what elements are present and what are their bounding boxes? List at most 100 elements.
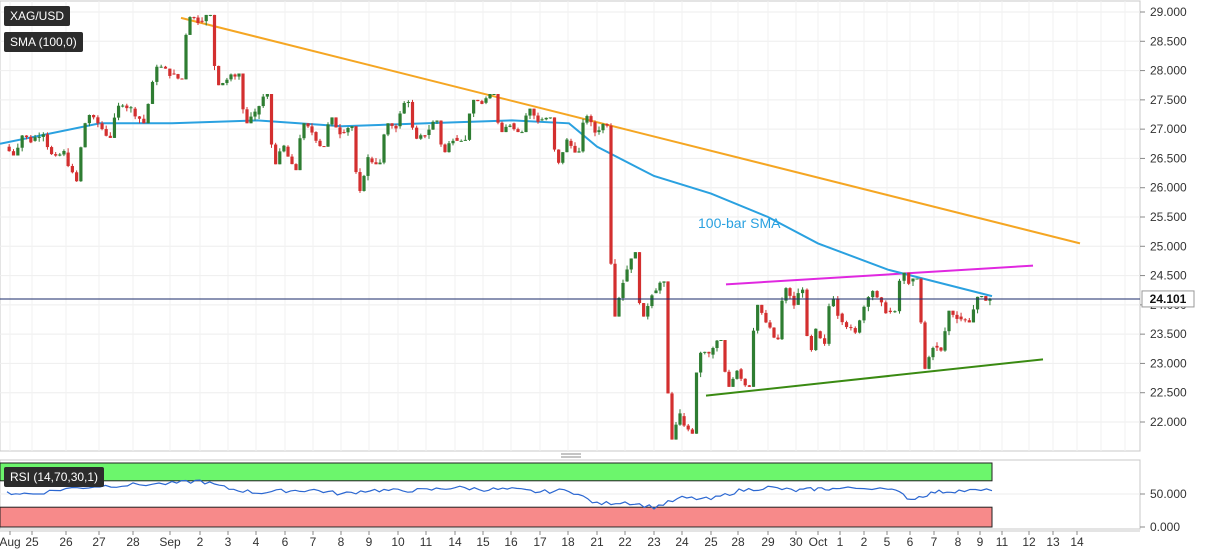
rsi-overbought-zone [0, 462, 993, 482]
candle-body [699, 352, 703, 373]
candle-body [776, 337, 780, 340]
candle-body [504, 126, 508, 133]
candle-body [682, 416, 686, 426]
candle-body [593, 122, 597, 133]
candle-body [415, 127, 419, 139]
time-axis-label: Oct [809, 535, 828, 549]
candle-body [597, 130, 601, 133]
candle-body [907, 272, 911, 284]
candle-body [45, 134, 50, 148]
time-axis-label: 25 [25, 535, 39, 549]
candle-body [658, 282, 662, 291]
candle-body [121, 105, 125, 107]
candle-body [715, 340, 719, 349]
candle-body [849, 327, 853, 329]
price-axis-label: 28.500 [1150, 34, 1187, 48]
candle-body [809, 335, 813, 351]
candle-body [678, 413, 682, 425]
candle-body [455, 137, 459, 141]
time-axis-label: 6 [907, 535, 914, 549]
candle-body [862, 306, 866, 321]
candle-body [92, 115, 96, 118]
candle-body [650, 295, 654, 307]
candle-body [463, 139, 467, 141]
candle-body [707, 351, 711, 354]
candle-body [443, 144, 447, 153]
candle-body [747, 385, 751, 387]
candle-body [532, 108, 536, 116]
candle-body [318, 140, 322, 147]
candle-body [844, 322, 849, 328]
price-axis-label: 26.500 [1150, 151, 1187, 165]
candle-body [286, 146, 290, 157]
candle-body [394, 125, 398, 129]
candles [7, 14, 992, 440]
candle-body [544, 117, 548, 120]
candle-body [951, 310, 955, 315]
candle-body [492, 94, 496, 95]
time-axis-label: 29 [761, 535, 775, 549]
price-axis-label: 24.500 [1150, 269, 1187, 283]
candle-body [788, 288, 792, 296]
candle-body [402, 102, 406, 114]
rsi-axis-label: 0.000 [1150, 520, 1180, 534]
candle-body [540, 119, 544, 121]
candle-body [217, 65, 221, 86]
candle-body [322, 146, 326, 148]
candle-body [955, 314, 959, 319]
time-axis-label: 9 [366, 535, 373, 549]
rsi-indicator-label[interactable]: RSI (14,70,30,1) [4, 467, 105, 487]
candle-body [58, 154, 62, 156]
candle-body [780, 300, 784, 340]
candle-body [589, 116, 593, 123]
candle-body [520, 132, 524, 134]
candle-body [967, 320, 971, 323]
candle-body [488, 94, 492, 99]
candle-body [261, 96, 265, 107]
price-grid [0, 1, 1140, 451]
price-axis-label: 22.000 [1150, 415, 1187, 429]
candle-body [302, 123, 306, 139]
rsi-layer [0, 462, 1140, 528]
candle-body [112, 117, 117, 138]
candle-body [282, 145, 286, 152]
candle-body [269, 94, 274, 145]
candle-body [690, 429, 694, 434]
candle-body [87, 115, 91, 124]
candle-body [11, 151, 16, 156]
candle-body [818, 331, 822, 339]
candle-body [374, 162, 378, 165]
candle-body [805, 289, 809, 336]
time-axis-label: 16 [504, 535, 518, 549]
candle-body [784, 288, 788, 301]
candle-body [760, 304, 764, 313]
candle-body [528, 108, 532, 116]
price-axis-label: 29.000 [1150, 5, 1187, 19]
pane-resize-handle[interactable] [561, 453, 581, 458]
candle-body [54, 154, 58, 156]
time-axis-label: Aug [0, 535, 21, 549]
rsi-line [6, 479, 993, 510]
candle-body [871, 291, 875, 298]
candle-body [116, 105, 121, 118]
candle-body [666, 281, 670, 394]
sma-indicator-label[interactable]: SMA (100,0) [4, 32, 83, 52]
candle-body [245, 109, 249, 124]
candle-body [386, 123, 390, 135]
candle-body [62, 150, 66, 155]
candle-body [133, 108, 137, 117]
price-axis-label: 27.000 [1150, 122, 1187, 136]
time-axis-label: 3 [225, 535, 232, 549]
candle-body [719, 340, 723, 341]
candle-body [756, 304, 760, 331]
time-axis-label: 4 [253, 535, 260, 549]
candle-body [96, 117, 100, 124]
candle-body [358, 172, 362, 191]
candle-body [16, 147, 20, 156]
candle-body [625, 269, 629, 282]
candle-body [278, 151, 282, 165]
price-axis-label: 23.500 [1150, 327, 1187, 341]
candle-body [552, 117, 557, 150]
symbol-label[interactable]: XAG/USD [4, 6, 71, 26]
candle-body [609, 125, 613, 264]
